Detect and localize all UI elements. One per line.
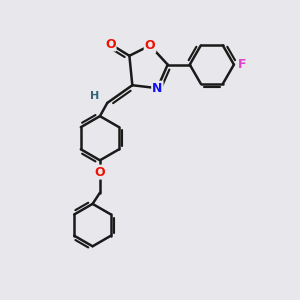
Text: O: O — [94, 166, 105, 178]
Text: O: O — [105, 38, 116, 50]
Text: H: H — [90, 92, 100, 101]
Text: O: O — [145, 39, 155, 52]
Text: F: F — [238, 58, 246, 71]
Text: N: N — [152, 82, 163, 95]
